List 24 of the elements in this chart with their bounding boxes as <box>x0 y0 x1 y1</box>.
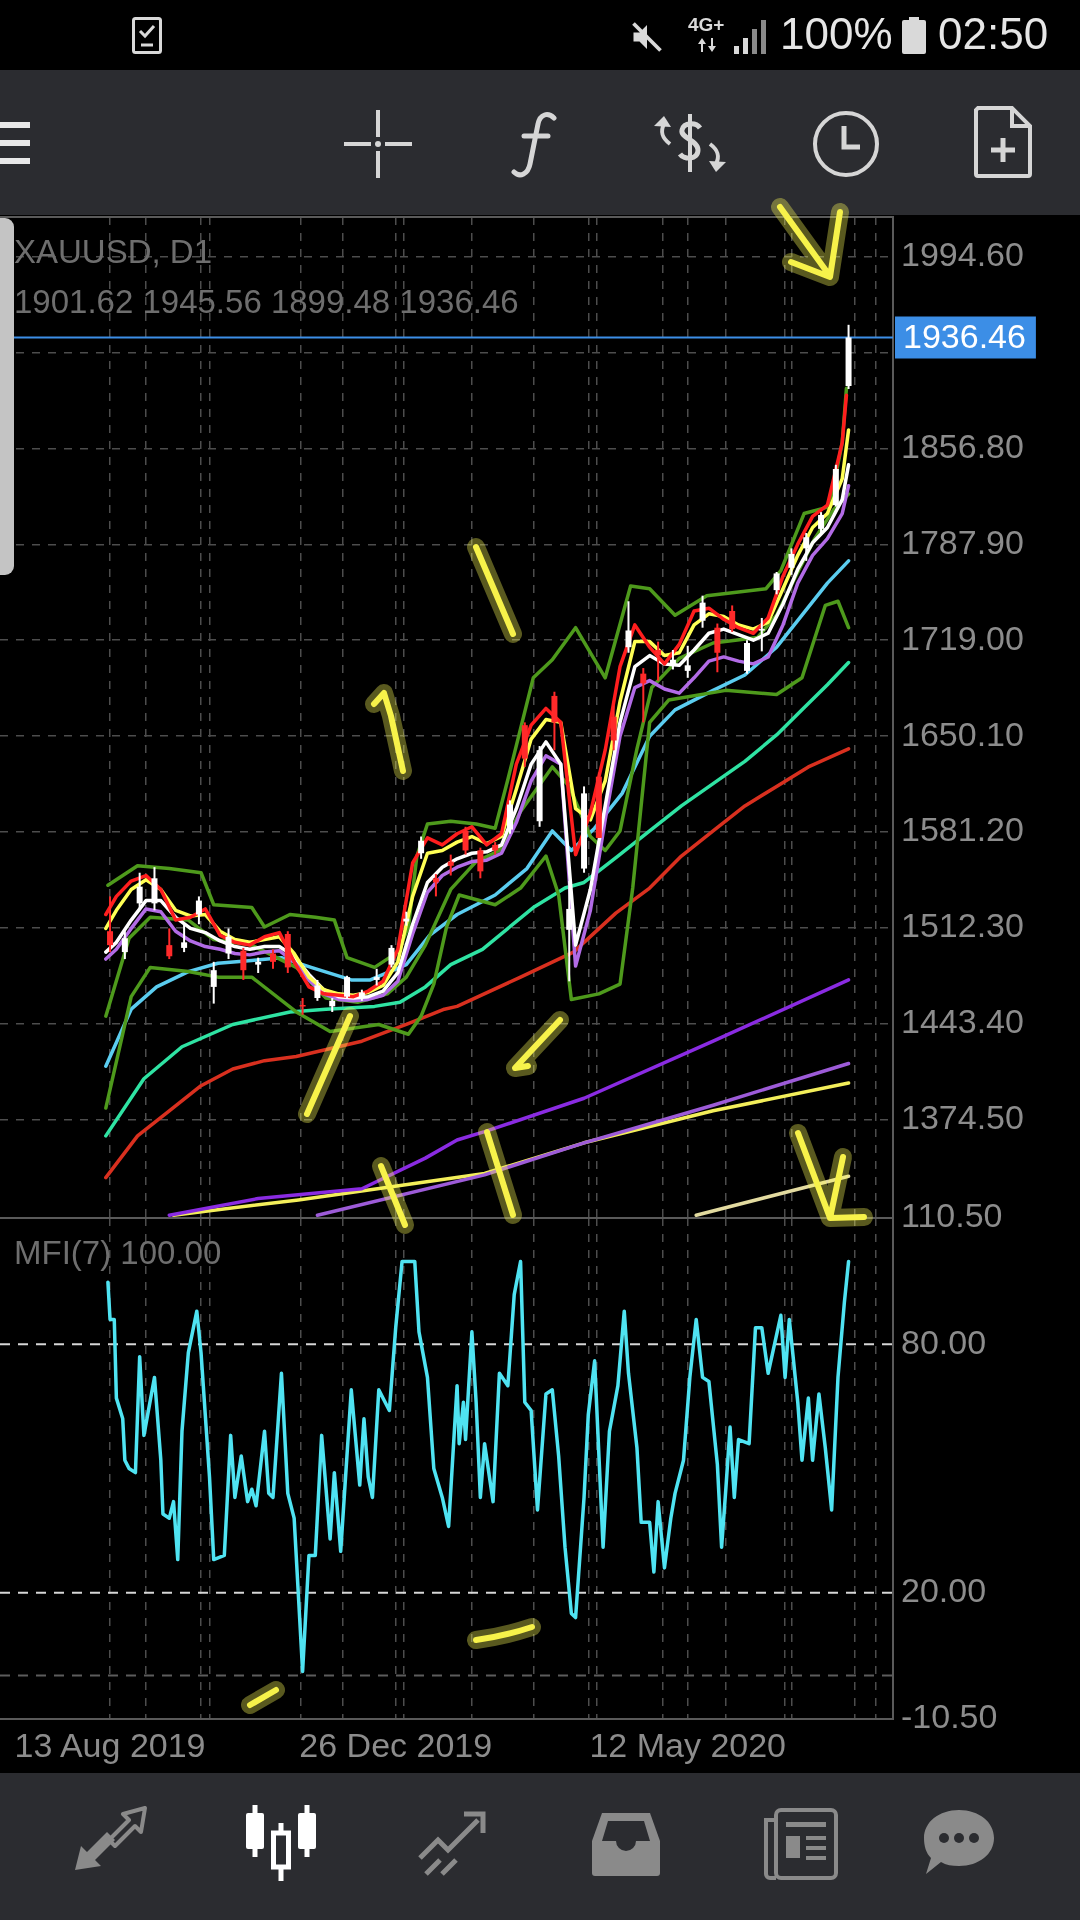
text: 1901.62 1945.56 1899.48 1936.46 <box>14 283 519 321</box>
y-tick-label: 1581.20 <box>901 810 1024 849</box>
candlestick <box>758 617 765 652</box>
y-tick-label: 1994.60 <box>901 234 1024 273</box>
text: XAUUSD, D1 <box>14 233 213 271</box>
x-tick-label: 12 May 2020 <box>589 1725 787 1764</box>
x-tick-label: 26 Dec 2019 <box>299 1725 493 1764</box>
y-tick-label: 1443.40 <box>901 1002 1024 1041</box>
ref-line-label: 1936.46 <box>903 316 1026 355</box>
y-tick-label: 1512.30 <box>901 906 1024 945</box>
y-tick-label: 1374.50 <box>901 1098 1024 1137</box>
y-tick-label: 1719.00 <box>901 618 1024 657</box>
y-tick-label: 20.00 <box>901 1571 987 1610</box>
y-tick-label: 80.00 <box>901 1322 987 1361</box>
y-tick-label: -10.50 <box>901 1697 998 1736</box>
x-tick-label: 13 Aug 2019 <box>14 1725 206 1764</box>
y-tick-label: 1650.10 <box>901 714 1024 753</box>
text: MFI(7) 100.00 <box>14 1234 222 1272</box>
y-tick-label: 110.50 <box>901 1196 1003 1235</box>
clock-time: 02:50 <box>938 12 1049 56</box>
y-tick-label: 1856.80 <box>901 426 1024 465</box>
network-type: 4G+ <box>688 15 725 34</box>
battery-level: 100% <box>780 12 893 56</box>
y-tick-label: 1787.90 <box>901 522 1024 561</box>
